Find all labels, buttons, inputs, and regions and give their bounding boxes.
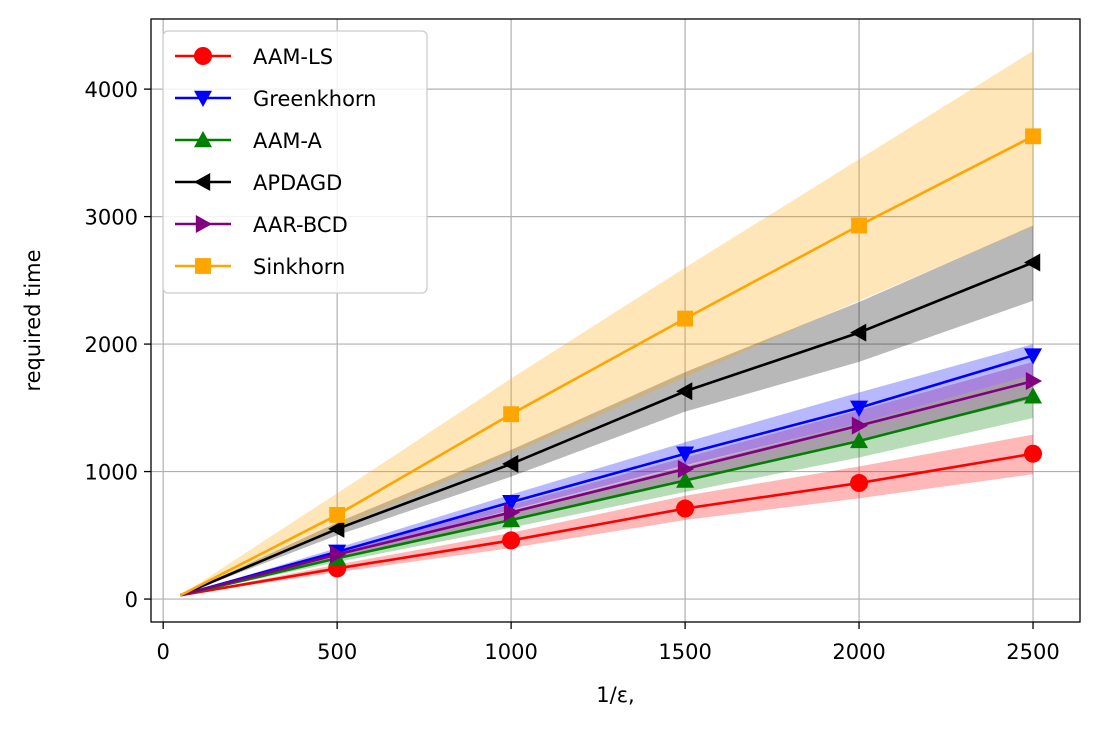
y-tick-label: 4000 — [85, 78, 138, 102]
series-markers — [328, 128, 1043, 578]
x-tick-label: 2000 — [832, 640, 885, 664]
point-sinkhorn — [851, 217, 867, 234]
x-tick-label: 1500 — [658, 640, 711, 664]
point-sinkhorn — [329, 506, 346, 523]
point-aam-a — [1024, 387, 1043, 404]
series-lines — [179, 135, 1034, 597]
x-tick-label: 0 — [156, 640, 169, 664]
point-apdagd — [1024, 253, 1041, 272]
point-apdagd — [676, 382, 693, 401]
legend-label-greenkhorn: Greenkhorn — [253, 87, 377, 111]
y-tick-label: 1000 — [85, 461, 138, 485]
legend-label-aar-bcd: AAR-BCD — [253, 213, 348, 237]
legend-label-sinkhorn: Sinkhorn — [253, 255, 345, 279]
band-aam-ls — [180, 434, 1034, 596]
point-aam-ls — [676, 499, 695, 518]
x-axis-label: 1/ε, — [596, 683, 634, 707]
point-greenkhorn — [1024, 348, 1043, 365]
line-aam-a — [180, 395, 1034, 597]
point-greenkhorn — [502, 494, 521, 512]
point-aar-bcd — [677, 460, 695, 479]
y-tick-label: 0 — [125, 588, 138, 612]
point-aar-bcd — [329, 545, 347, 564]
point-aam-a — [850, 431, 869, 449]
line-apdagd — [180, 261, 1034, 597]
band-sinkhorn — [180, 50, 1034, 596]
line-aar-bcd — [180, 379, 1034, 597]
legend-label-aam-ls: AAM-LS — [253, 45, 333, 69]
point-apdagd — [850, 323, 867, 342]
point-aar-bcd — [851, 416, 869, 435]
x-tick-label: 500 — [317, 640, 357, 664]
point-aam-ls — [1024, 444, 1043, 463]
band-greenkhorn — [180, 344, 1034, 596]
point-aam-a — [676, 471, 695, 488]
x-tick-label: 2500 — [1006, 640, 1059, 664]
point-sinkhorn — [503, 406, 520, 423]
y-axis-label: required time — [21, 249, 45, 391]
plot-frame — [150, 18, 1081, 623]
x-tick-label: 1000 — [484, 640, 537, 664]
legend-marker-greenkhorn — [194, 90, 212, 107]
point-aam-ls — [850, 474, 869, 493]
legend-label-apdagd: APDAGD — [253, 171, 342, 195]
point-sinkhorn — [1025, 128, 1041, 145]
line-aam-ls — [180, 452, 1034, 597]
legend-marker-apdagd — [194, 173, 211, 191]
point-aam-a — [502, 511, 521, 528]
legend-marker-sinkhorn — [195, 258, 211, 274]
legend-marker-aar-bcd — [195, 215, 212, 233]
point-aam-ls — [502, 531, 521, 550]
legend-box — [162, 30, 428, 294]
point-apdagd — [328, 519, 345, 538]
grid — [151, 19, 1080, 622]
point-greenkhorn — [676, 446, 695, 463]
band-apdagd — [180, 225, 1034, 596]
legend-label-aam-a: AAM-A — [253, 129, 323, 153]
point-aar-bcd — [503, 503, 521, 522]
y-tick-label: 3000 — [85, 206, 138, 230]
point-apdagd — [502, 454, 519, 473]
point-aar-bcd — [1025, 372, 1043, 391]
legend: AAM-LS Greenkhorn AAM-A APDAGD AAR-BCD Sinkho… — [162, 30, 428, 294]
legend-marker-aam-ls — [194, 47, 212, 65]
axis-ticks: 0 500 1000 1500 2000 2500 0 1000 2000 3000 4000 — [85, 78, 1060, 664]
point-greenkhorn — [850, 400, 869, 417]
line-greenkhorn — [180, 354, 1034, 597]
point-sinkhorn — [677, 310, 694, 327]
legend-marker-aam-a — [194, 131, 212, 148]
y-tick-label: 2000 — [85, 333, 138, 357]
line-sinkhorn — [179, 135, 1034, 597]
